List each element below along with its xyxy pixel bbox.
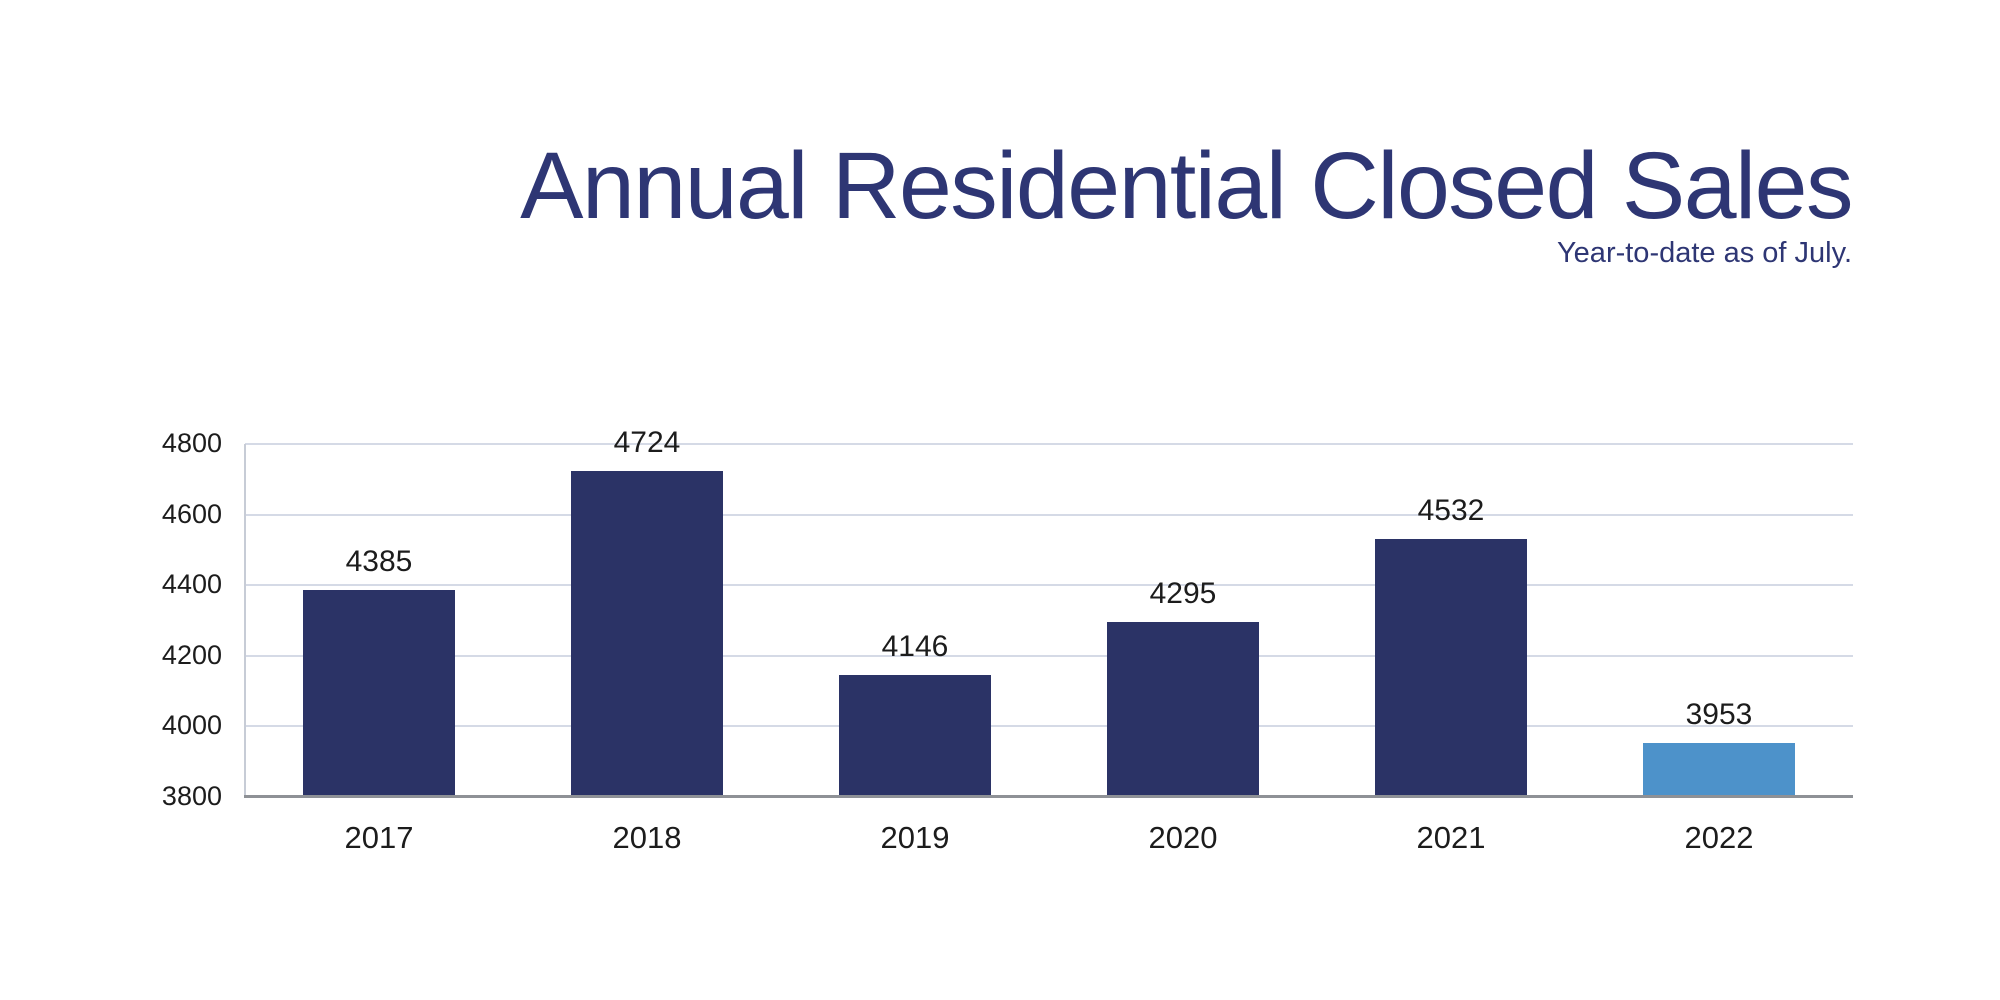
chart-subtitle: Year-to-date as of July. bbox=[1557, 237, 1852, 269]
gridline bbox=[245, 654, 1853, 657]
bar-value-label: 3953 bbox=[1685, 698, 1753, 731]
bar-2018 bbox=[571, 471, 723, 797]
bar-value-label: 4385 bbox=[345, 545, 413, 578]
y-axis-tick-label: 4600 bbox=[161, 498, 222, 529]
bar-value-label: 4724 bbox=[613, 426, 681, 459]
x-axis-label: 2017 bbox=[344, 820, 414, 855]
x-axis-label: 2019 bbox=[880, 820, 950, 855]
bar-2022 bbox=[1643, 743, 1795, 797]
bar-value-label: 4532 bbox=[1417, 494, 1485, 527]
y-axis-line bbox=[244, 444, 246, 797]
x-axis-label: 2018 bbox=[612, 820, 682, 855]
y-axis-tick-label: 4800 bbox=[161, 428, 222, 459]
gridline bbox=[245, 584, 1853, 587]
gridline bbox=[245, 513, 1853, 516]
gridline bbox=[245, 443, 1853, 445]
x-axis-label: 2021 bbox=[1416, 820, 1486, 855]
y-axis-tick-label: 4000 bbox=[161, 710, 222, 741]
bar-2019 bbox=[839, 675, 991, 797]
x-axis-line bbox=[244, 795, 1853, 798]
y-axis-tick-label: 3800 bbox=[161, 781, 222, 812]
chart-header: Annual Residential Closed Sales Year-to-… bbox=[520, 133, 1853, 269]
bar-2017 bbox=[303, 590, 455, 797]
y-axis-tick-label: 4400 bbox=[161, 569, 222, 600]
bar-2021 bbox=[1375, 539, 1527, 797]
plot-area: 3800 4000 4200 4400 4600 4800 4385 2017 4724 2018… bbox=[162, 426, 1853, 855]
bar-value-label: 4295 bbox=[1149, 577, 1217, 610]
y-axis-tick-label: 4200 bbox=[161, 639, 222, 670]
x-axis-label: 2022 bbox=[1684, 820, 1754, 855]
x-axis-label: 2020 bbox=[1148, 820, 1218, 855]
bar-value-label: 4146 bbox=[881, 630, 949, 663]
chart-title: Annual Residential Closed Sales bbox=[520, 133, 1853, 239]
bar-2020 bbox=[1107, 622, 1259, 797]
gridline bbox=[245, 725, 1853, 728]
